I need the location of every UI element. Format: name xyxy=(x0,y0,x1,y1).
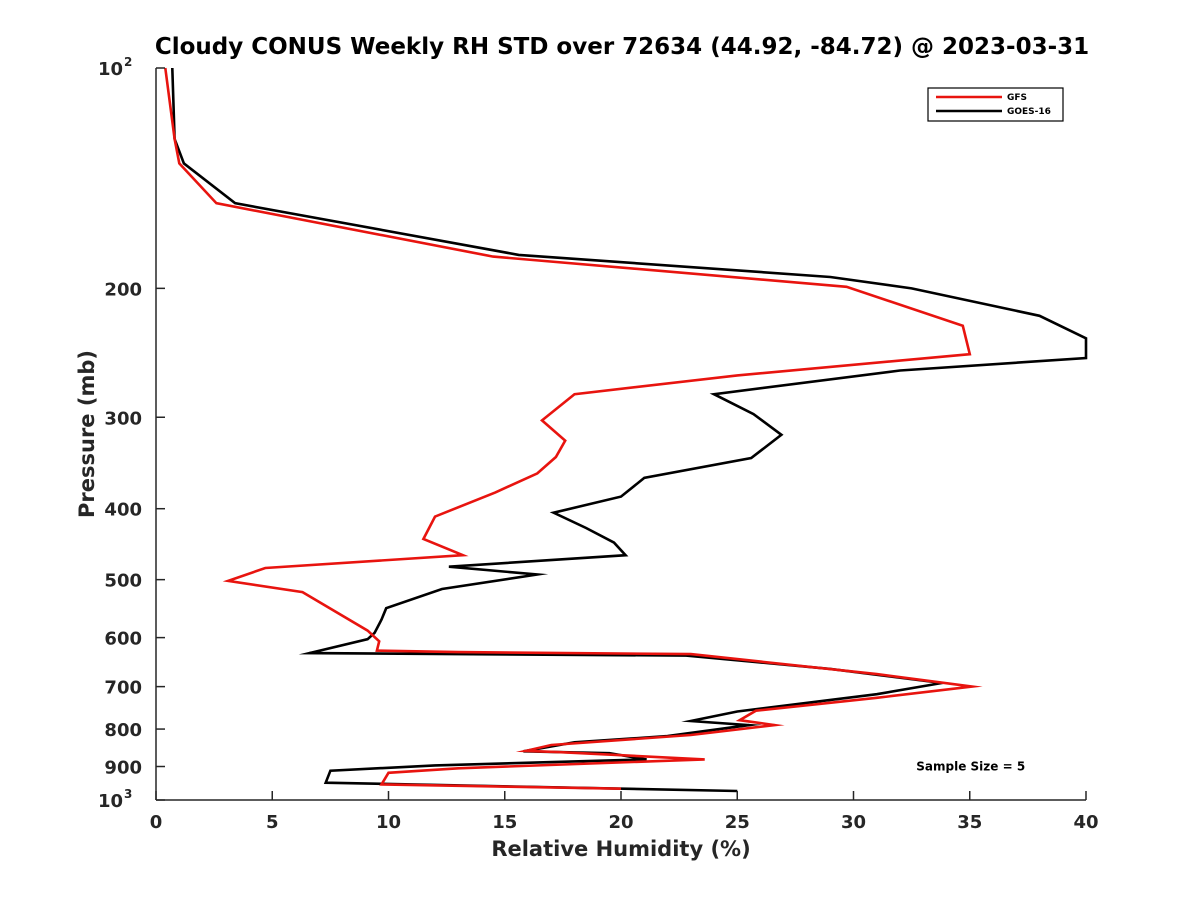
y-tick-exponent: 3 xyxy=(124,787,132,801)
legend-box xyxy=(927,87,1064,122)
y-tick-label: 700 xyxy=(104,678,142,699)
y-tick-label: 400 xyxy=(104,500,142,521)
x-axis-label: Relative Humidity (%) xyxy=(491,837,750,861)
y-tick-label: 200 xyxy=(104,279,142,300)
y-tick-label: 600 xyxy=(104,629,142,650)
legend: GFS GOES-16 xyxy=(927,87,1064,122)
x-tick-label: 20 xyxy=(608,812,633,833)
y-tick-label: 900 xyxy=(104,758,142,779)
legend-label-gfs: GFS xyxy=(1007,93,1027,103)
series-line-gfs xyxy=(164,67,983,790)
y-tick-label: 10 xyxy=(98,791,123,812)
x-tick-label: 15 xyxy=(492,812,517,833)
chart-title: Cloudy CONUS Weekly RH STD over 72634 (4… xyxy=(155,34,1089,60)
y-tick-label: 500 xyxy=(104,571,142,592)
y-tick-label: 300 xyxy=(104,408,142,429)
sample-size-annotation: Sample Size = 5 xyxy=(916,760,1025,774)
x-axis-ticks: 0 5 10 15 20 25 30 35 40 xyxy=(150,791,1099,833)
x-tick-label: 40 xyxy=(1073,812,1098,833)
x-tick-label: 25 xyxy=(725,812,750,833)
y-tick-label: 800 xyxy=(104,720,142,741)
x-tick-label: 35 xyxy=(957,812,982,833)
y-axis-label: Pressure (mb) xyxy=(75,350,99,518)
y-tick-label: 10 xyxy=(98,59,123,80)
x-tick-label: 5 xyxy=(266,812,279,833)
x-tick-label: 30 xyxy=(841,812,866,833)
plot-area xyxy=(156,68,1086,800)
x-tick-label: 10 xyxy=(376,812,401,833)
x-tick-label: 0 xyxy=(150,812,163,833)
series-layer xyxy=(164,67,1088,793)
y-tick-exponent: 2 xyxy=(124,55,132,69)
legend-label-goes16: GOES-16 xyxy=(1007,107,1051,117)
